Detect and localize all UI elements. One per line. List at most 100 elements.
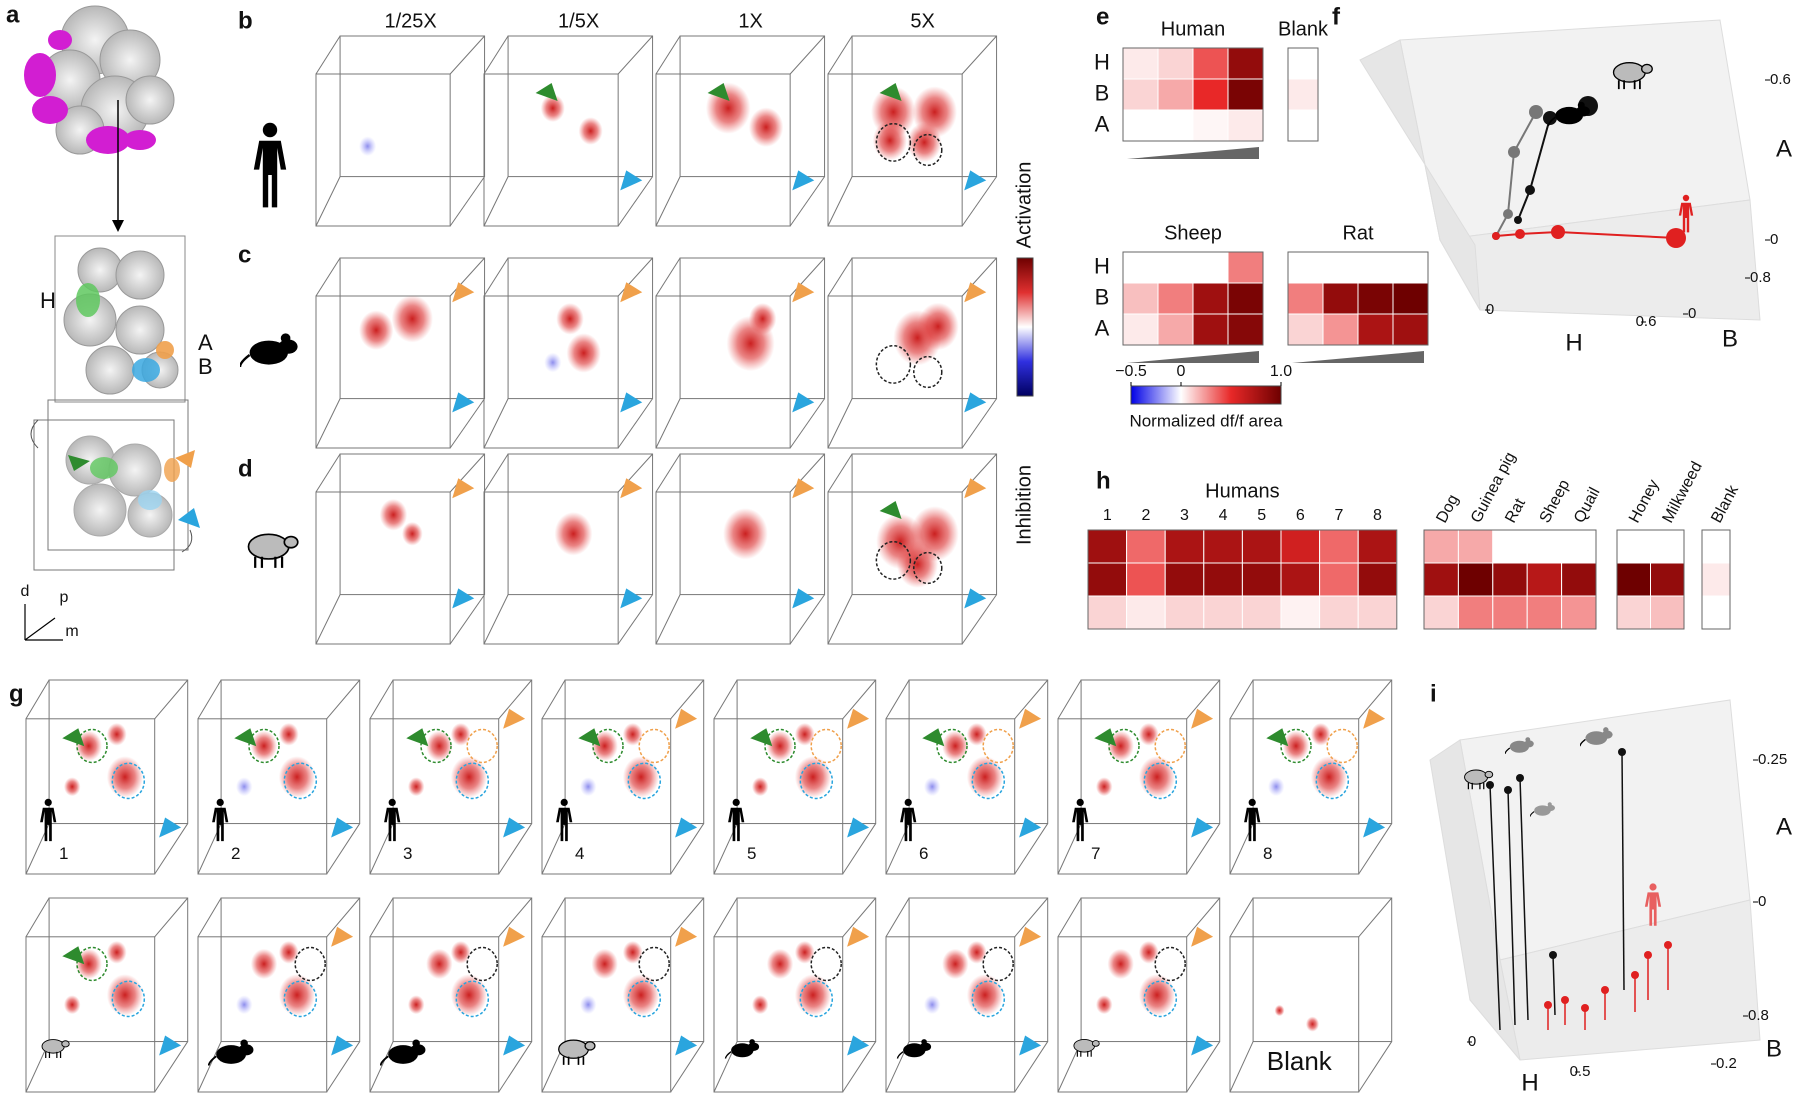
cube-front (197, 718, 328, 875)
glomerulus-outline (466, 946, 498, 982)
panel-i-art (1429, 699, 1761, 1061)
cube-front (1057, 936, 1188, 1093)
cube (315, 35, 486, 227)
cube-edge (842, 1041, 877, 1093)
heatmap-cell (1457, 562, 1494, 597)
cube-edge (1014, 897, 1049, 938)
heatmap-cell (1192, 251, 1229, 284)
heatmap-cell (1087, 595, 1128, 630)
heatmap-cell (1319, 529, 1359, 564)
heatmap-cell (1164, 595, 1205, 630)
glomerulus-outline (1143, 762, 1178, 800)
human-icon (556, 798, 573, 842)
cube-edge (842, 897, 877, 938)
heatmap-cell (1157, 251, 1194, 284)
axis-tick-label: 0.6 (1770, 71, 1791, 88)
cube-edge (315, 257, 341, 297)
heatmap-cell (1087, 529, 1128, 564)
arrowhead (792, 392, 815, 413)
activity-blob (917, 302, 959, 351)
panel-letter: i (1430, 680, 1437, 707)
heatmap-cell (1392, 282, 1429, 315)
column-label: 3 (1180, 507, 1189, 524)
subject-number: 7 (1091, 844, 1100, 863)
row-label: H (1094, 253, 1110, 278)
panel-letter: b (238, 7, 253, 34)
glomerulus-outline (971, 762, 1006, 800)
heatmap-cell (1287, 47, 1319, 80)
cube-edge (1229, 679, 1254, 720)
heatmap-cell (1227, 78, 1264, 111)
activity-blob (554, 512, 593, 556)
arrowhead (675, 817, 698, 838)
cube-edge (315, 398, 341, 449)
activity-blob (544, 352, 562, 373)
cube-front (713, 718, 844, 875)
scale-bar (1130, 385, 1282, 405)
heatmap-title: Blank (1278, 18, 1329, 40)
cube-edge (670, 1041, 705, 1093)
heatmap-cell (1203, 529, 1243, 564)
inset-glomeruli (63, 247, 179, 395)
cube-front (541, 718, 672, 875)
panel-letter: f (1332, 3, 1341, 30)
cube-edge (1358, 897, 1393, 938)
glomerulus-outline (982, 728, 1014, 764)
arrowhead (62, 728, 85, 747)
arrowhead (620, 170, 643, 191)
cube-edge (197, 1041, 222, 1093)
activity-blob (622, 722, 643, 746)
cube-edge (197, 679, 222, 720)
column-label: 7 (1334, 507, 1343, 524)
cube-front (483, 73, 619, 227)
activity-blob (1305, 1016, 1320, 1032)
animal-icon (208, 1038, 255, 1066)
column-label: Milkweed (1659, 459, 1705, 526)
activity-blob (75, 948, 102, 980)
arrowhead (1191, 708, 1214, 729)
glomerulus-outline (248, 728, 280, 764)
cube-edge (789, 257, 825, 297)
glomerulus-outline (455, 980, 490, 1018)
cube-front (655, 73, 791, 227)
axis-title: H (1565, 329, 1582, 356)
arrowhead (879, 83, 902, 101)
column-label: 1 (1103, 507, 1112, 524)
subject-number: 8 (1263, 844, 1272, 863)
heatmap-cell (1192, 313, 1229, 346)
glomerulus-outline (875, 344, 912, 384)
heatmap-cell (1492, 529, 1528, 564)
activity-blob (566, 333, 601, 373)
axis-title: A (1776, 135, 1792, 162)
heatmap-cell (1357, 595, 1398, 630)
cube-edge (326, 1041, 361, 1093)
heatmap-cell (1392, 251, 1429, 284)
heatmap-border (1087, 529, 1398, 630)
row-label: H (1094, 49, 1110, 74)
arrowhead (847, 817, 870, 838)
cube-edge (961, 35, 997, 75)
heatmap-cell (1457, 529, 1494, 564)
column-label: Quail (1571, 485, 1604, 526)
arrowhead (847, 1035, 870, 1056)
cube-edge (483, 398, 509, 449)
column-label: 4 (1219, 507, 1228, 524)
heatmap-title: Rat (1342, 222, 1374, 244)
arrowhead (503, 1035, 526, 1056)
cube (1057, 897, 1221, 1093)
glomerulus-outline (1108, 728, 1140, 764)
heatmap-cell (1423, 562, 1459, 597)
arrowhead (792, 282, 815, 303)
cube-edge (154, 823, 189, 875)
arrowhead (452, 588, 475, 609)
cube-edge (617, 453, 653, 493)
activity-blob (278, 756, 316, 798)
arrowhead (964, 588, 987, 609)
cube-edge (961, 257, 997, 297)
heatmap-cell (1157, 78, 1194, 111)
activity-blob (250, 948, 278, 980)
arrowhead (847, 926, 870, 947)
arrowhead (620, 282, 643, 303)
arrowhead (1363, 708, 1386, 729)
